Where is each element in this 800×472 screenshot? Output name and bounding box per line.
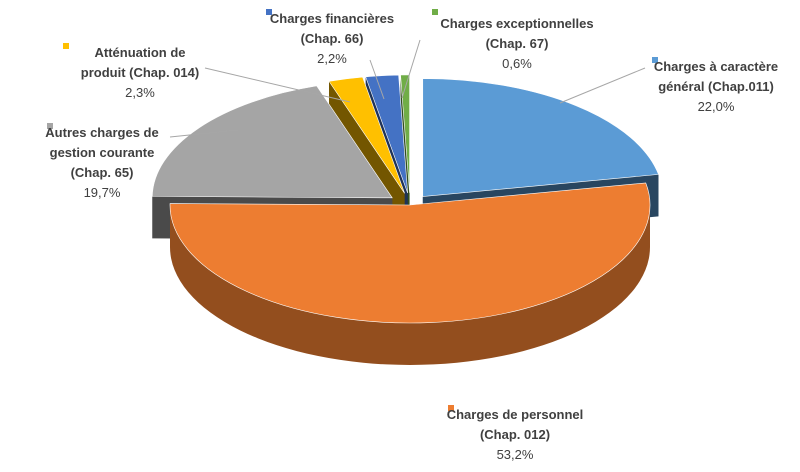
slice-label: (Chap. 65) [71, 165, 134, 180]
leader-line [401, 39, 421, 99]
legend-marker [448, 405, 454, 411]
pie-slice [169, 182, 651, 324]
slice-value-label: 0,6% [502, 56, 532, 71]
pie-slice [365, 74, 408, 194]
legend-marker [266, 9, 272, 15]
leader-line [559, 67, 646, 104]
slice-label: (Chap. 012) [480, 427, 550, 442]
slice-label: (Chap. 67) [486, 36, 549, 51]
slice-value-label: 2,3% [125, 85, 155, 100]
slice-label: gestion courante [50, 145, 155, 160]
slice-label: général (Chap.011) [658, 79, 774, 94]
slice-label: Charges financières [270, 11, 394, 26]
slice-label: Charges à caractère [654, 59, 778, 74]
slice-value-label: 22,0% [698, 99, 735, 114]
pie-slice-side [170, 205, 650, 365]
pie-slice [328, 76, 405, 194]
legend-marker [47, 123, 53, 129]
leader-line [369, 59, 385, 100]
leader-line [169, 129, 239, 138]
slice-label: Charges de personnel [447, 407, 584, 422]
slice-value-label: 19,7% [84, 185, 121, 200]
slice-label: Atténuation de [95, 45, 186, 60]
legend-marker [652, 57, 658, 63]
slice-label: produit (Chap. 014) [81, 65, 199, 80]
slice-value-label: 53,2% [497, 447, 534, 462]
pie-slice [422, 78, 659, 197]
slice-label: Autres charges de [45, 125, 158, 140]
slice-label: (Chap. 66) [301, 31, 364, 46]
leader-line [204, 67, 351, 103]
slice-label: Charges exceptionnelles [440, 16, 593, 31]
legend-marker [432, 9, 438, 15]
legend-marker [63, 43, 69, 49]
pie-slice [151, 85, 393, 199]
slice-value-label: 2,2% [317, 51, 347, 66]
